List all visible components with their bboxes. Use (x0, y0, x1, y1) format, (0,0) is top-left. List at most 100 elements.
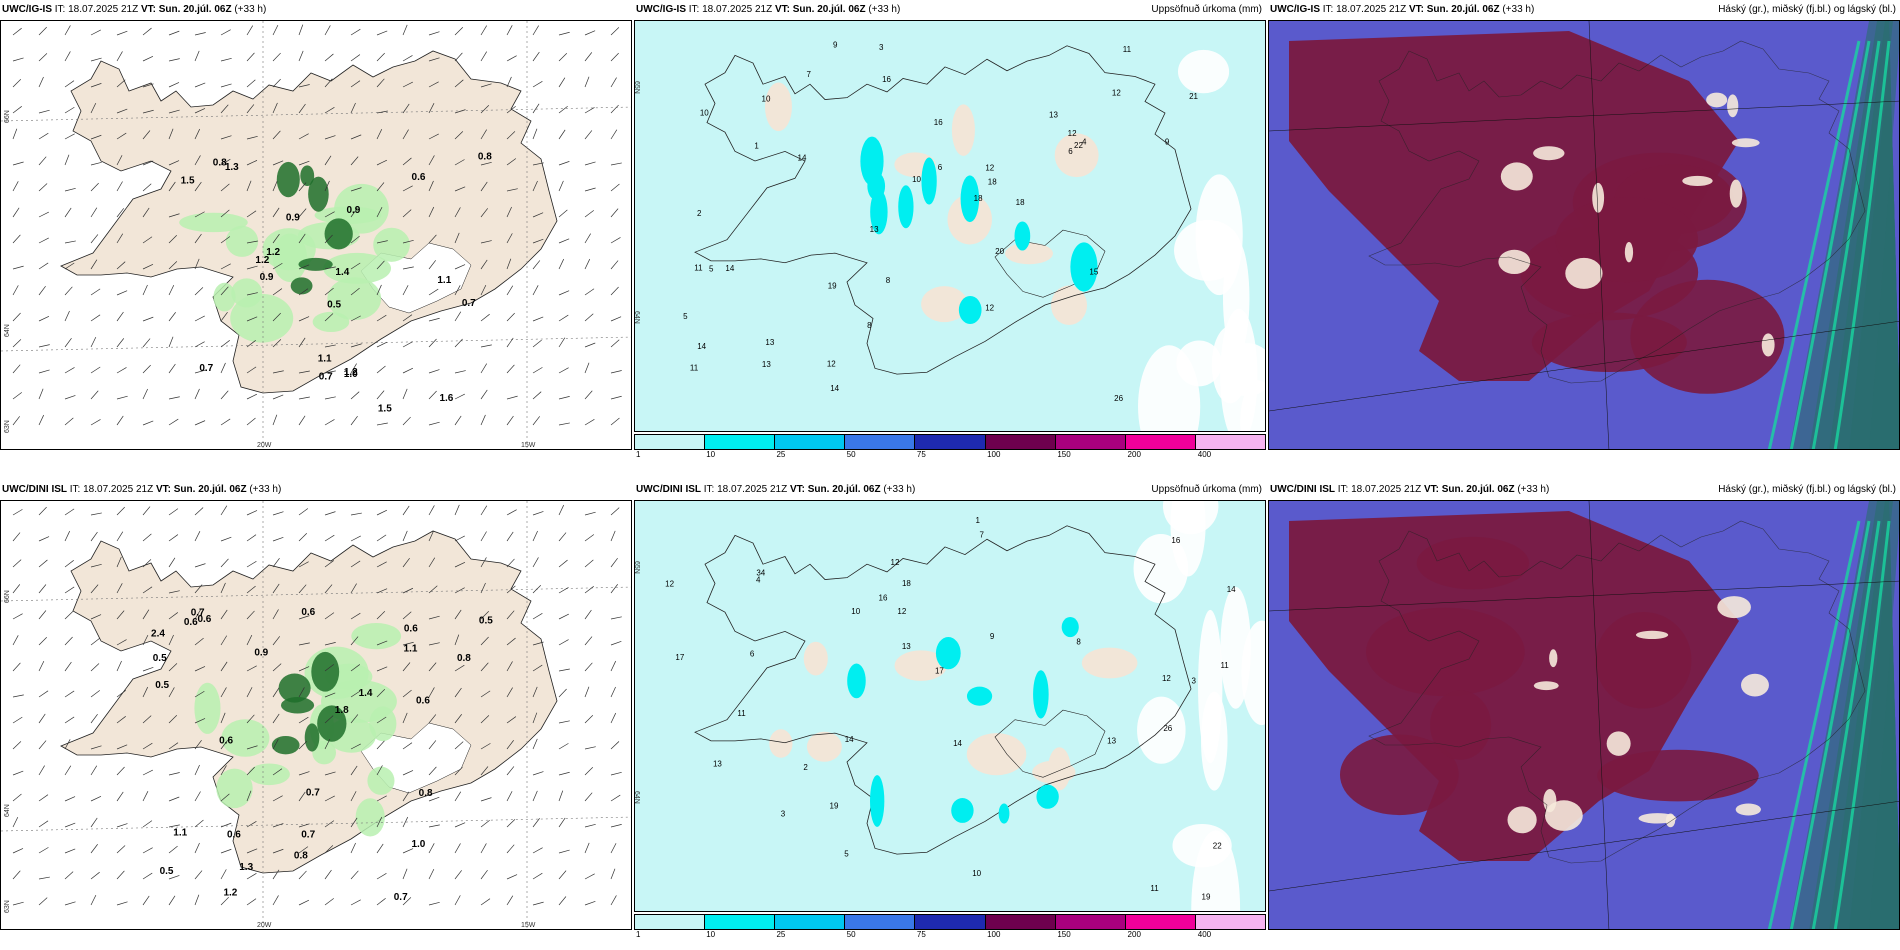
wind-barb (480, 313, 490, 322)
wind-barb (506, 558, 515, 568)
wind-barb (168, 687, 175, 698)
wind-barb (584, 511, 596, 516)
wind-barb (298, 687, 305, 698)
wind-barb (376, 182, 385, 192)
wind-barb (272, 180, 278, 192)
wind-barb (610, 162, 622, 166)
wind-barb (610, 640, 622, 646)
wind-barb (558, 668, 570, 672)
wind-barb (272, 869, 280, 880)
wind-barb (376, 390, 385, 400)
wind-barb (454, 186, 466, 192)
wind-barb (558, 129, 566, 140)
high-cloud-patch (1597, 749, 1759, 802)
wind-barb (116, 744, 128, 750)
precip-value-label: 2 (697, 209, 702, 218)
wind-barb (194, 739, 202, 750)
wind-barb (558, 31, 570, 36)
wind-barb (272, 130, 281, 140)
wind-barb (116, 367, 127, 374)
wind-barb (142, 769, 153, 776)
wind-barb (64, 871, 74, 880)
wind-barb (402, 611, 412, 620)
legend-swatch (1125, 435, 1196, 449)
wind-barb (584, 76, 590, 88)
wind-barb (584, 313, 594, 322)
wind-barb (168, 590, 180, 594)
wind-barb (454, 741, 464, 750)
wind-barb (402, 587, 414, 594)
clear-patch (1549, 649, 1558, 668)
wind-barb (454, 766, 463, 776)
wind-barb (610, 558, 618, 568)
wind-barb (90, 614, 102, 620)
wind-barb (350, 636, 359, 646)
wind-barb (480, 284, 487, 296)
wind-barb (610, 104, 619, 114)
wind-barb (12, 312, 21, 322)
wind-barb (90, 57, 102, 62)
wind-barb (246, 873, 257, 880)
wind-barb (610, 584, 618, 594)
wind-barb (90, 663, 100, 672)
wind-barb (402, 55, 413, 62)
low-cloud-band (1869, 501, 1899, 929)
wind-barb (64, 822, 76, 828)
wind-barb (64, 611, 74, 620)
precip-area (194, 682, 221, 734)
precip-value-label: 3 (781, 809, 786, 818)
wind-barb (298, 771, 310, 776)
clear-patch (1741, 673, 1769, 697)
wind-barb (142, 83, 154, 88)
wind-barb (610, 183, 620, 192)
wind-barb (272, 24, 279, 36)
precip-area (213, 282, 236, 312)
clear-patch (1533, 681, 1559, 691)
precip-core (951, 798, 974, 823)
wind-barb (194, 819, 204, 828)
wind-barb (64, 240, 76, 244)
wind-barb (168, 160, 180, 166)
precip-value-label: 13 (1049, 110, 1058, 119)
precip-value-label: 19 (828, 282, 837, 291)
wind-barb (532, 511, 544, 516)
wind-barb (350, 134, 362, 140)
land-patch (1005, 242, 1053, 265)
wind-barb (428, 180, 434, 192)
wind-barb (376, 843, 384, 854)
precip-value-label: 4 (756, 576, 761, 585)
wind-barb (610, 868, 616, 880)
wind-barb (194, 764, 200, 776)
wind-barb (168, 742, 179, 750)
wind-barb (272, 370, 284, 374)
wind-barb (402, 897, 412, 906)
clear-area (1177, 49, 1230, 94)
clear-area (1240, 380, 1265, 431)
wind-barb (64, 80, 75, 88)
wind-barb (584, 130, 593, 140)
land-patch (966, 733, 1027, 776)
wind-barb (428, 31, 440, 36)
wind-barb (480, 797, 492, 802)
wind-barb (246, 393, 258, 400)
high-cloud-patch (1630, 279, 1785, 394)
wind-barb (298, 716, 309, 724)
precip-value-label: 13 (902, 642, 911, 651)
wind-barb (12, 27, 22, 36)
wind-barb (506, 740, 514, 750)
wind-barb (64, 636, 73, 646)
precip-core (960, 175, 980, 223)
wind-barb (298, 24, 304, 36)
wind-barb (506, 531, 514, 542)
legend-swatch (1195, 435, 1265, 449)
wind-barb (142, 160, 154, 166)
precip-value-label: 15 (1089, 268, 1098, 277)
wind-barb (584, 686, 590, 698)
wind-barb (532, 128, 538, 140)
precip-value-label: 13 (1107, 737, 1116, 746)
wind-barb (324, 534, 335, 542)
wind-barb (376, 561, 387, 568)
cloud-contour (1767, 520, 1861, 929)
precip-value-label: 19 (1202, 893, 1211, 902)
wind-barb (272, 557, 280, 568)
